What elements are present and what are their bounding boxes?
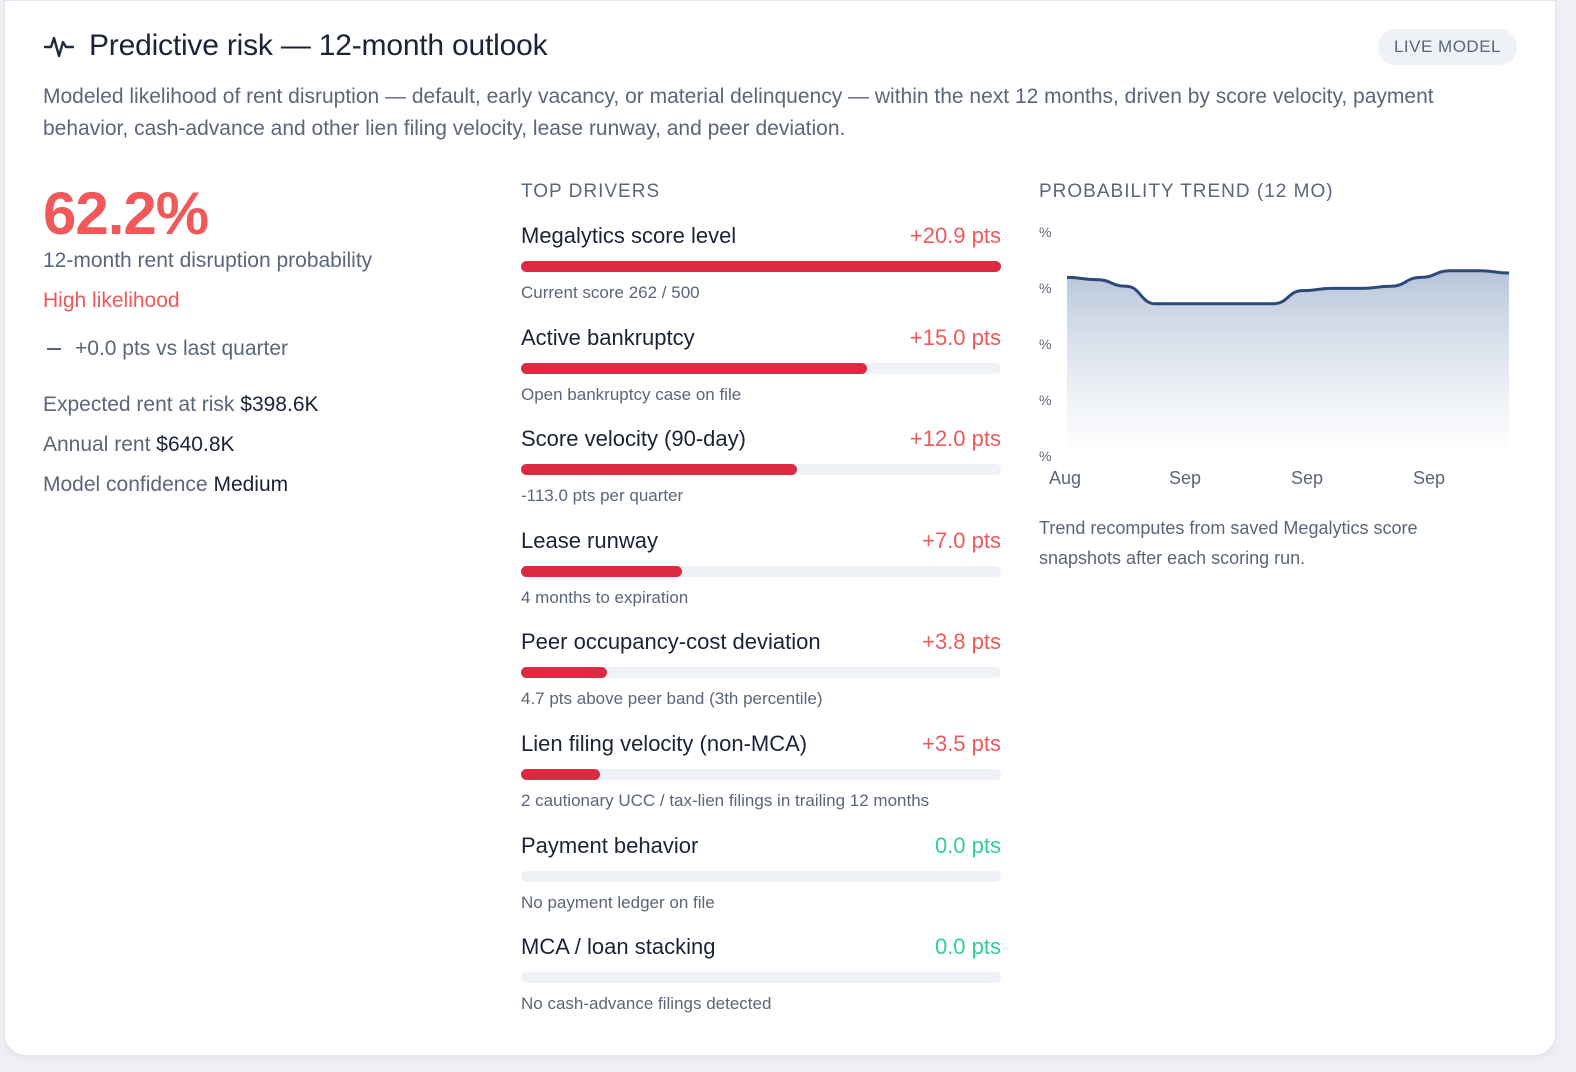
trend-y-tick: % (1039, 280, 1051, 296)
driver-bar-fill (521, 261, 1001, 272)
model-confidence-label: Model confidence (43, 473, 208, 496)
pulse-icon (43, 36, 75, 58)
driver-bar-fill (521, 464, 797, 476)
driver-bar-fill (521, 667, 608, 679)
annual-rent: Annual rent $640.8K (43, 433, 235, 457)
dash-icon (47, 348, 61, 350)
driver-note: -113.0 pts per quarter (521, 486, 684, 506)
driver-name: Peer occupancy-cost deviation (521, 629, 821, 655)
driver-bar-track (521, 565, 1001, 577)
driver-value: 0.0 pts (934, 934, 1001, 960)
card-header: Predictive risk — 12-month outlook (43, 29, 548, 63)
trend-heading: PROBABILITY TREND (12 MO) (1039, 181, 1334, 202)
expected-rent-at-risk: Expected rent at risk $398.6K (43, 393, 319, 417)
trend-y-tick: % (1039, 224, 1051, 240)
quarter-delta: +0.0 pts vs last quarter (43, 337, 288, 361)
driver-value: +15.0 pts (909, 324, 1001, 350)
driver-note: No cash-advance filings detected (521, 994, 772, 1014)
annual-rent-value: $640.8K (156, 433, 235, 456)
driver-bar-fill (521, 362, 867, 374)
driver-bar-track (521, 972, 1001, 984)
predictive-risk-card: Predictive risk — 12-month outlook LIVE … (4, 0, 1556, 1056)
driver-note: 4 months to expiration (521, 587, 689, 607)
driver-value: +7.0 pts (922, 527, 1001, 553)
driver-value: +3.8 pts (922, 629, 1001, 655)
top-drivers-heading: TOP DRIVERS (521, 181, 661, 202)
trend-y-tick: % (1039, 392, 1051, 408)
model-confidence-value: Medium (213, 473, 289, 496)
card-subtitle: Modeled likelihood of rent disruption — … (43, 85, 1434, 140)
quarter-delta-text: +0.0 pts vs last quarter (75, 337, 289, 360)
trend-x-tick: Sep (1291, 468, 1323, 488)
driver-value: 0.0 pts (934, 832, 1001, 858)
trend-y-tick: % (1039, 336, 1051, 352)
trend-x-tick: Sep (1169, 468, 1201, 488)
driver-name: Lease runway (521, 527, 658, 553)
driver-name: Lien filing velocity (non-MCA) (521, 731, 808, 756)
driver-note: No payment ledger on file (521, 892, 715, 912)
annual-rent-label: Annual rent (43, 433, 151, 456)
driver-name: Score velocity (90-day) (521, 426, 746, 452)
driver-value: +12.0 pts (909, 426, 1001, 452)
driver-bar-track (521, 769, 1001, 780)
driver-note: Current score 262 / 500 (521, 283, 700, 302)
driver-name: Megalytics score level (521, 223, 737, 248)
driver-note: Open bankruptcy case on file (521, 384, 742, 404)
driver-bar-fill (521, 565, 682, 577)
driver-name: Payment behavior (521, 832, 699, 858)
driver-value: +20.9 pts (909, 223, 1001, 248)
likelihood-label: High likelihood (43, 289, 180, 312)
driver-name: MCA / loan stacking (521, 934, 716, 960)
disruption-probability: 62.2% (43, 180, 209, 247)
driver-bar-track (521, 667, 1001, 679)
driver-note: 4.7 pts above peer band (3th percentile) (521, 689, 823, 709)
live-model-badge: LIVE MODEL (1377, 29, 1517, 65)
page-title: Predictive risk — 12-month outlook (89, 29, 548, 62)
driver-name: Active bankruptcy (521, 324, 695, 350)
probability-label: 12-month rent disruption probability (43, 249, 373, 272)
driver-bar-track (521, 464, 1001, 476)
trend-x-tick: Sep (1413, 468, 1445, 488)
driver-value: +3.5 pts (922, 731, 1001, 756)
driver-note: 2 cautionary UCC / tax-lien filings in t… (521, 791, 930, 810)
probability-trend-chart: %%%%% Aug Sep Sep Sep (1039, 224, 1509, 488)
expected-rent-label: Expected rent at risk (43, 393, 235, 416)
model-confidence: Model confidence Medium (43, 473, 288, 497)
driver-bar-track (521, 870, 1001, 882)
driver-bar-fill (521, 769, 601, 780)
trend-area (1067, 270, 1509, 449)
trend-x-tick: Aug (1049, 468, 1081, 488)
driver-bar-track (521, 261, 1001, 272)
trend-y-tick: % (1039, 448, 1051, 464)
driver-bar-track (521, 362, 1001, 374)
expected-rent-value: $398.6K (240, 393, 319, 416)
trend-note: Trend recomputes from saved Megalytics s… (1039, 518, 1418, 568)
trend-line (1066, 269, 1509, 306)
